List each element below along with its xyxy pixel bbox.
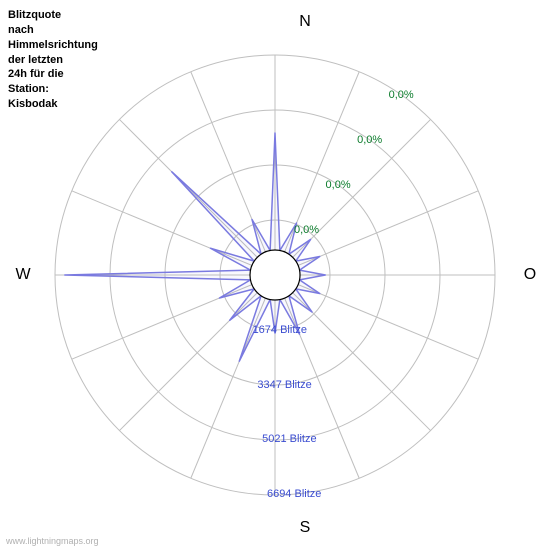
chart-title: Blitzquote nach Himmelsrichtung der letz… xyxy=(8,8,98,112)
compass-e: O xyxy=(524,266,536,284)
compass-w: W xyxy=(15,266,30,284)
title-line: der letzten xyxy=(8,54,63,66)
count-label-2: 3347 Blitze xyxy=(257,379,311,391)
pct-label-2: 0,0% xyxy=(326,179,351,191)
pct-label-1: 0,0% xyxy=(294,224,319,236)
count-label-1: 1674 Blitze xyxy=(253,324,307,336)
footer-credit: www.lightningmaps.org xyxy=(6,536,99,546)
compass-n: N xyxy=(299,13,311,31)
title-line: nach xyxy=(8,24,34,36)
title-line: 24h für die xyxy=(8,68,64,80)
count-label-3: 5021 Blitze xyxy=(262,433,316,445)
compass-s: S xyxy=(300,519,311,537)
count-label-4: 6694 Blitze xyxy=(267,488,321,500)
pct-label-4: 0,0% xyxy=(389,89,414,101)
title-line: Station: xyxy=(8,83,49,95)
pct-label-3: 0,0% xyxy=(357,134,382,146)
title-line: Kisbodak xyxy=(8,98,58,110)
title-line: Blitzquote xyxy=(8,9,61,21)
title-line: Himmelsrichtung xyxy=(8,39,98,51)
